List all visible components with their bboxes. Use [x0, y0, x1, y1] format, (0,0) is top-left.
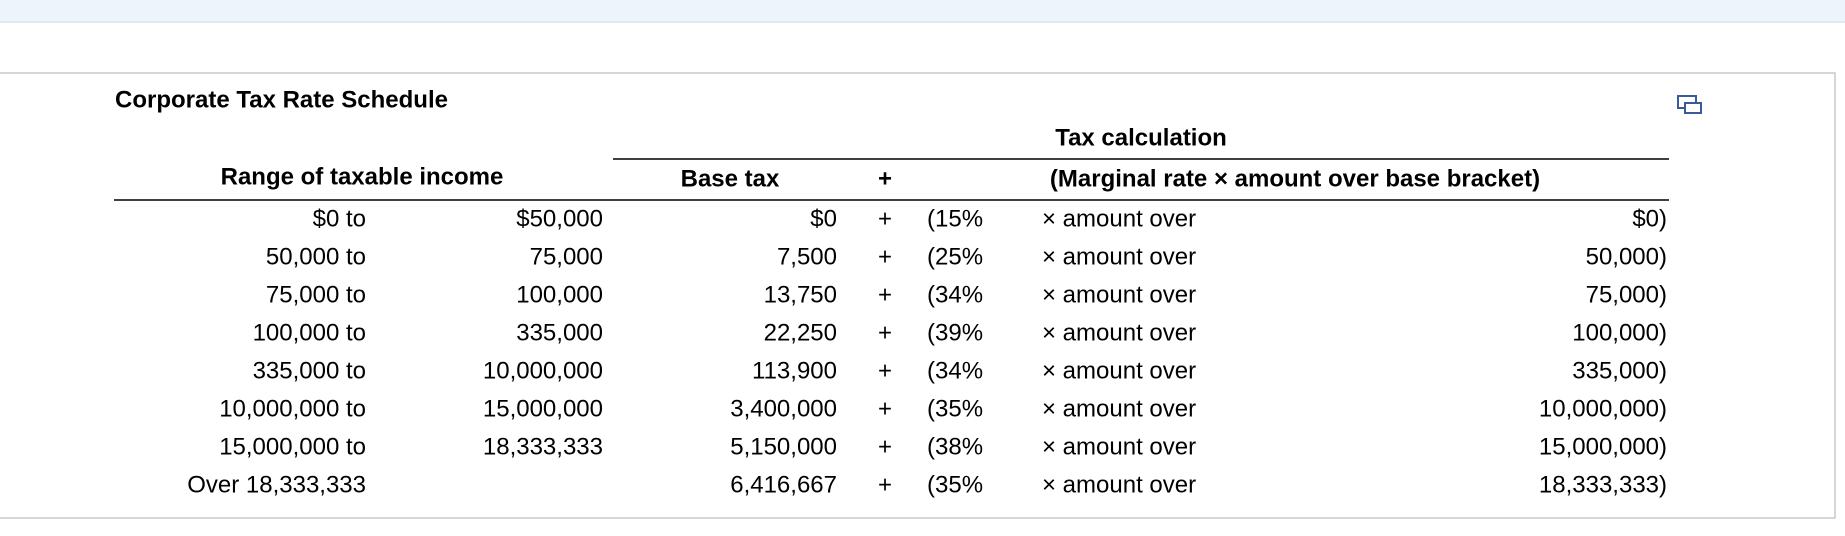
cell-base: 3,400,000: [730, 395, 837, 422]
cell-plus: +: [878, 471, 892, 498]
cell-plus: +: [878, 205, 892, 232]
cell-rate: (39%: [927, 319, 983, 346]
cell-bracket: 50,000): [1586, 243, 1667, 270]
cell-to: 75,000: [530, 243, 603, 270]
calc-header: (Marginal rate × amount over base bracke…: [1050, 165, 1540, 192]
cell-over: × amount over: [1042, 395, 1196, 422]
cell-over: × amount over: [1042, 471, 1196, 498]
base-header: Base tax: [681, 165, 780, 192]
panel: [0, 72, 1836, 519]
cell-to: 10,000,000: [483, 357, 603, 384]
cell-to: $50,000: [516, 205, 603, 232]
range-header: Range of taxable income: [221, 163, 504, 190]
cell-rate: (35%: [927, 395, 983, 422]
cell-over: × amount over: [1042, 433, 1196, 460]
cell-from: 335,000 to: [253, 357, 366, 384]
top-strip: [0, 0, 1845, 22]
cell-bracket: 15,000,000): [1539, 433, 1667, 460]
cell-rate: (15%: [927, 205, 983, 232]
group-header: Tax calculation: [1055, 124, 1227, 151]
cell-bracket: $0): [1632, 205, 1667, 232]
cell-base: $0: [810, 205, 837, 232]
cell-over: × amount over: [1042, 319, 1196, 346]
cell-rate: (34%: [927, 357, 983, 384]
title: Corporate Tax Rate Schedule: [115, 86, 448, 113]
cell-plus: +: [878, 281, 892, 308]
cell-base: 22,250: [764, 319, 837, 346]
cell-from: 100,000 to: [253, 319, 366, 346]
cell-from: 15,000,000 to: [219, 433, 366, 460]
cell-from: Over 18,333,333: [187, 471, 366, 498]
cell-base: 113,900: [752, 357, 837, 384]
cell-base: 13,750: [764, 281, 837, 308]
popout-icon[interactable]: [1677, 95, 1702, 114]
cell-base: 5,150,000: [730, 433, 837, 460]
plus-header: +: [878, 165, 892, 192]
rows: $0 to $50,000 $0 + (15% × amount over $0) 50,00…: [187, 205, 1667, 498]
cell-from: $0 to: [313, 205, 366, 232]
cell-bracket: 18,333,333): [1539, 471, 1667, 498]
cell-over: × amount over: [1042, 281, 1196, 308]
cell-rate: (25%: [927, 243, 983, 270]
cell-base: 6,416,667: [730, 471, 837, 498]
cell-bracket: 335,000): [1572, 357, 1667, 384]
cell-base: 7,500: [777, 243, 837, 270]
cell-to: 15,000,000: [483, 395, 603, 422]
cell-over: × amount over: [1042, 357, 1196, 384]
cell-to: 18,333,333: [483, 433, 603, 460]
cell-to: 335,000: [516, 319, 603, 346]
cell-rate: (35%: [927, 471, 983, 498]
cell-plus: +: [878, 433, 892, 460]
cell-plus: +: [878, 319, 892, 346]
cell-plus: +: [878, 395, 892, 422]
cell-bracket: 10,000,000): [1539, 395, 1667, 422]
cell-bracket: 100,000): [1572, 319, 1667, 346]
cell-from: 50,000 to: [266, 243, 366, 270]
cell-plus: +: [878, 243, 892, 270]
cell-rate: (34%: [927, 281, 983, 308]
cell-over: × amount over: [1042, 205, 1196, 232]
cell-over: × amount over: [1042, 243, 1196, 270]
cell-from: 10,000,000 to: [219, 395, 366, 422]
cell-to: 100,000: [516, 281, 603, 308]
cell-rate: (38%: [927, 433, 983, 460]
cell-bracket: 75,000): [1586, 281, 1667, 308]
cell-from: 75,000 to: [266, 281, 366, 308]
cell-plus: +: [878, 357, 892, 384]
